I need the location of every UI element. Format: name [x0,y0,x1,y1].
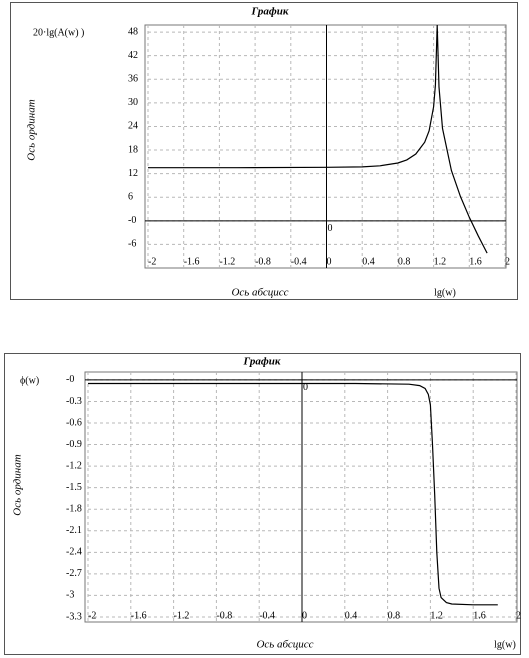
x-tick-label: -1.2 [219,256,235,267]
y-tick-label: -1.5 [66,482,82,493]
y-tick-label: -1.2 [66,460,82,471]
y-tick-label: -0.6 [66,417,82,428]
x-tick-label: 1.6 [469,256,482,267]
chart-frame [4,353,521,655]
y-corner-label: ϕ(w) [20,375,39,386]
y-tick-label: 42 [128,50,138,61]
x-corner-label: lg(w) [494,639,516,650]
x-tick-label: 1.6 [473,610,486,621]
chart-title: График [251,6,289,18]
chart-frame [10,2,518,300]
x-tick-label: 0.4 [345,610,358,621]
x-tick-label: -1.2 [174,610,190,621]
y-tick-label: 18 [128,144,138,155]
origin-label: 0 [328,223,333,234]
y-tick-label: 36 [128,74,138,85]
x-tick-label: -1.6 [184,256,200,267]
origin-label: 0 [303,382,308,393]
line-series [88,382,498,606]
chart-title: График [243,356,281,368]
y-tick-label: 30 [128,97,138,108]
x-axis-label: Ось абсцисс [256,639,313,651]
y-tick-label: 12 [128,168,138,179]
x-tick-label: 2 [505,256,510,267]
y-tick-label: -2.4 [66,547,82,558]
line-series [148,24,488,254]
x-tick-label: 0.8 [388,610,401,621]
y-tick-label: -0 [128,215,136,226]
x-tick-label: 0 [302,610,307,621]
y-tick-label: -0.3 [66,396,82,407]
y-tick-label: -3.3 [66,611,82,622]
x-tick-label: 0 [327,256,332,267]
x-tick-label: -2 [88,610,96,621]
y-corner-label: 20·lg(A(w) ) [33,27,84,38]
plot-area [84,371,518,623]
x-tick-label: -0.4 [291,256,307,267]
x-tick-label: 0.4 [362,256,375,267]
y-tick-label: -3 [66,590,74,601]
x-tick-label: 2 [516,610,521,621]
plot-area [144,24,507,269]
y-tick-label: -2.7 [66,568,82,579]
x-tick-label: 1.2 [434,256,447,267]
y-tick-label: -6 [128,239,136,250]
y-tick-label: 48 [128,26,138,37]
x-corner-label: lg(w) [434,287,456,298]
y-tick-label: -0.9 [66,439,82,450]
y-tick-label: 24 [128,121,138,132]
x-tick-label: -0.8 [255,256,271,267]
y-axis-label: Ось ординат [26,99,38,160]
x-tick-label: -1.6 [131,610,147,621]
x-tick-label: -0.8 [216,610,232,621]
x-tick-label: 0.8 [398,256,411,267]
x-tick-label: -2 [148,256,156,267]
y-axis-label: Ось ординат [12,454,24,515]
y-tick-label: 6 [128,192,133,203]
x-tick-label: -0.4 [259,610,275,621]
x-axis-label: Ось абсцисс [231,287,288,299]
y-tick-label: -0 [66,374,74,385]
x-tick-label: 1.2 [430,610,443,621]
y-tick-label: -1.8 [66,504,82,515]
y-tick-label: -2.1 [66,525,82,536]
